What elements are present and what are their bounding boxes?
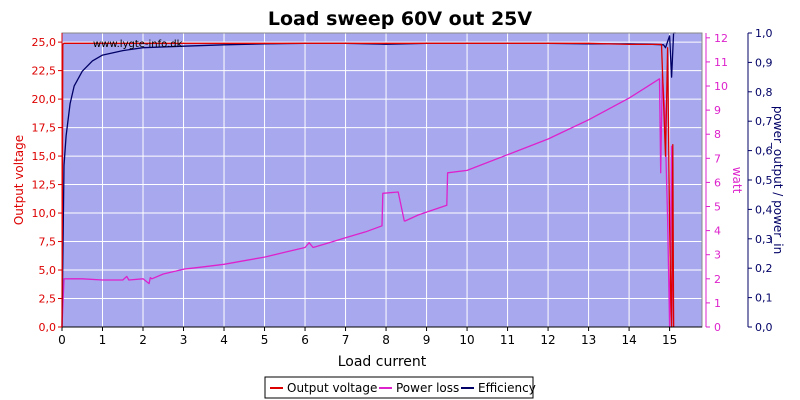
y-right-watt-tick-label: 8 [714, 128, 721, 141]
x-tick-label: 12 [540, 333, 555, 347]
y-right-efficiency-tick-label: 0,7 [755, 115, 773, 128]
y-left-tick-label: 22,5 [32, 65, 57, 78]
x-tick-label: 10 [459, 333, 474, 347]
legend-label-efficiency: Efficiency [478, 381, 536, 395]
y-right-watt-tick-label: 9 [714, 104, 721, 117]
series-line-power-loss [61, 73, 675, 328]
y-right-efficiency-tick-label: 0,5 [755, 174, 773, 187]
x-axis: 0 1 2 3 4 5 6 7 8 9 10 11 12 13 14 15 [58, 326, 702, 347]
legend-box [264, 376, 534, 399]
y-right-watt-tick-label: 0 [714, 321, 721, 334]
y-left-tick-label: 10,0 [32, 207, 57, 220]
x-tick-label: 11 [500, 333, 515, 347]
y-right-efficiency-tick-label: 0,1 [755, 292, 773, 305]
watermark-text: www.lygte-info.dk [93, 39, 183, 50]
y-right-watt-tick-label: 7 [714, 152, 721, 165]
y-left-tick-label: 17,5 [32, 122, 57, 135]
y-right-efficiency-tick-label: 0,8 [755, 86, 773, 99]
grid-lines [61, 33, 702, 328]
x-tick-label: 4 [220, 333, 228, 347]
y-right-efficiency-tick-label: 0,2 [755, 262, 773, 275]
y-right-watt-tick-label: 11 [714, 56, 728, 69]
y-right-efficiency-tick-label: 0,9 [755, 56, 773, 69]
y-right-watt-tick-label: 5 [714, 201, 721, 214]
x-tick-label: 0 [58, 333, 66, 347]
y-left-tick-label: 15,0 [32, 150, 57, 163]
x-tick-label: 2 [139, 333, 147, 347]
x-tick-label: 1 [99, 333, 107, 347]
series-layer [61, 32, 676, 328]
x-tick-label: 13 [581, 333, 596, 347]
y-axis-right-watt-label: watt [730, 167, 744, 194]
x-tick-label: 7 [342, 333, 350, 347]
y-left-tick-label: 5,0 [39, 264, 57, 277]
legend-label-power-loss: Power loss [396, 381, 459, 395]
legend: Output voltage Power loss Efficiency [264, 376, 536, 399]
series-line-output-voltage [61, 42, 675, 328]
y-right-watt-tick-label: 1 [714, 297, 721, 310]
y-right-efficiency-tick-label: 0,4 [755, 203, 773, 216]
plot-area [62, 33, 702, 327]
y-right-efficiency-tick-label: 1,0 [755, 27, 773, 40]
y-left-tick-label: 20,0 [32, 93, 57, 106]
y-axis-left: 0,0 2,5 5,0 7,5 10,0 12,5 15,0 17,5 20,0 22,5 25,0 [32, 33, 63, 334]
y-left-tick-label: 0,0 [39, 321, 57, 334]
y-right-efficiency-tick-label: 0,0 [755, 321, 773, 334]
x-tick-label: 14 [621, 333, 636, 347]
x-tick-label: 15 [662, 333, 677, 347]
x-tick-label: 6 [301, 333, 309, 347]
y-left-tick-label: 12,5 [32, 179, 57, 192]
x-tick-label: 3 [180, 333, 188, 347]
y-right-watt-tick-label: 2 [714, 273, 721, 286]
y-axis-right-efficiency: 0,0 0,1 0,2 0,3 0,4 0,5 0,6 0,7 0,8 0,9 1,0 [747, 27, 773, 334]
x-tick-label: 8 [382, 333, 390, 347]
y-left-tick-label: 2,5 [39, 293, 57, 306]
y-right-watt-tick-label: 10 [714, 80, 728, 93]
x-axis-label: Load current [338, 354, 427, 370]
y-right-efficiency-tick-label: 0,3 [755, 233, 773, 246]
y-right-watt-tick-label: 6 [714, 176, 721, 189]
y-axis-left-label: Output voltage [12, 135, 26, 225]
chart-title: Load sweep 60V out 25V [268, 8, 533, 30]
x-tick-label: 5 [261, 333, 269, 347]
x-tick-label: 9 [423, 333, 431, 347]
y-right-watt-tick-label: 4 [714, 225, 721, 238]
y-left-tick-label: 25,0 [32, 36, 57, 49]
y-right-watt-tick-label: 12 [714, 32, 728, 45]
y-right-efficiency-tick-label: 0,6 [755, 145, 773, 158]
y-left-tick-label: 7,5 [39, 236, 57, 249]
legend-label-output-voltage: Output voltage [287, 381, 377, 395]
y-right-watt-tick-label: 3 [714, 249, 721, 262]
y-axis-right-efficiency-label: power_output / power_in [771, 106, 785, 254]
